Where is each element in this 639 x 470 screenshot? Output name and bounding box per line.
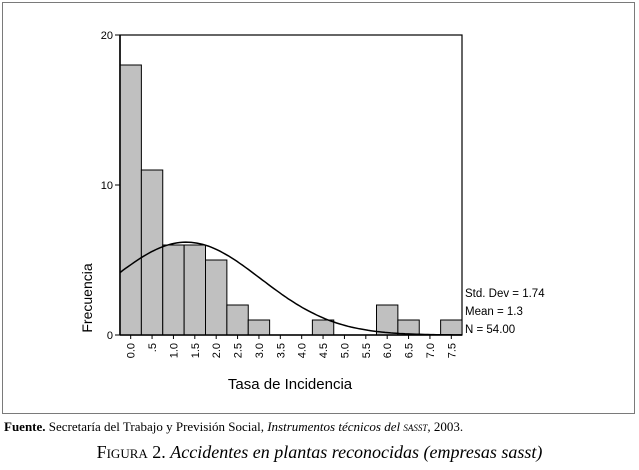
y-tick-label: 10 bbox=[101, 180, 113, 192]
histogram-bar bbox=[311, 319, 335, 336]
stat-n: N = 54.00 bbox=[465, 324, 515, 336]
x-tick-label: 0.0 bbox=[126, 343, 138, 358]
histogram-bar bbox=[376, 304, 399, 336]
histogram-bar bbox=[183, 244, 206, 336]
x-tick-label: 4.5 bbox=[318, 343, 330, 358]
source-note: Fuente. Secretaría del Trabajo y Previsi… bbox=[4, 419, 634, 435]
y-axis-label: Frecuencia bbox=[79, 263, 95, 332]
caption-figure-number: Figura 2. bbox=[96, 442, 166, 462]
x-tick-label: 6.5 bbox=[404, 343, 416, 358]
histogram-bar bbox=[162, 244, 185, 336]
stat-std-dev: Std. Dev = 1.74 bbox=[465, 288, 545, 300]
x-tick-label: 1.0 bbox=[168, 343, 180, 358]
x-tick-label: 6.0 bbox=[382, 343, 394, 358]
source-year: , 2003. bbox=[427, 419, 464, 434]
y-tick-label: 20 bbox=[101, 30, 113, 42]
caption-abbr: sasst bbox=[501, 442, 537, 462]
source-title: Instrumentos técnicos del bbox=[267, 419, 404, 434]
x-tick-label: .5 bbox=[147, 343, 159, 352]
histogram-bar bbox=[226, 304, 249, 336]
histogram-bar bbox=[397, 319, 420, 336]
stat-mean: Mean = 1.3 bbox=[465, 306, 523, 318]
histogram-bar bbox=[119, 64, 142, 336]
histogram-bar bbox=[205, 259, 228, 336]
figure-caption: Figura 2. Accidentes en plantas reconoci… bbox=[0, 442, 639, 463]
source-text: Secretaría del Trabajo y Previsión Socia… bbox=[45, 419, 268, 434]
x-tick-label: 3.5 bbox=[275, 343, 287, 358]
x-tick-label: 5.5 bbox=[361, 343, 373, 358]
source-label: Fuente. bbox=[4, 419, 46, 434]
x-tick-label: 7.5 bbox=[446, 343, 458, 358]
caption-title: Accidentes en plantas reconocidas (empre… bbox=[170, 442, 502, 462]
x-axis-label: Tasa de Incidencia bbox=[228, 376, 353, 393]
x-tick-label: 5.0 bbox=[339, 343, 351, 358]
x-tick-label: 1.5 bbox=[190, 343, 202, 358]
histogram-bar bbox=[440, 319, 463, 336]
histogram-bar bbox=[140, 169, 164, 336]
caption-close: ) bbox=[536, 442, 543, 462]
x-tick-label: 4.0 bbox=[297, 343, 309, 358]
source-abbr: sasst bbox=[403, 419, 428, 434]
histogram-chart: 0 10 20 0.0 .5 1.0 1.5 2.0 2.5 3.0 3.5 4.0 4.5 5.0 5.… bbox=[79, 30, 545, 393]
x-tick-label: 3.0 bbox=[254, 343, 266, 358]
x-tick-label: 2.0 bbox=[211, 343, 223, 358]
x-tick-label: 2.5 bbox=[233, 343, 245, 358]
x-tick-label: 7.0 bbox=[425, 343, 437, 358]
y-tick-label: 0 bbox=[107, 330, 113, 342]
normal-curve bbox=[119, 241, 462, 336]
histogram-bar bbox=[247, 319, 271, 336]
